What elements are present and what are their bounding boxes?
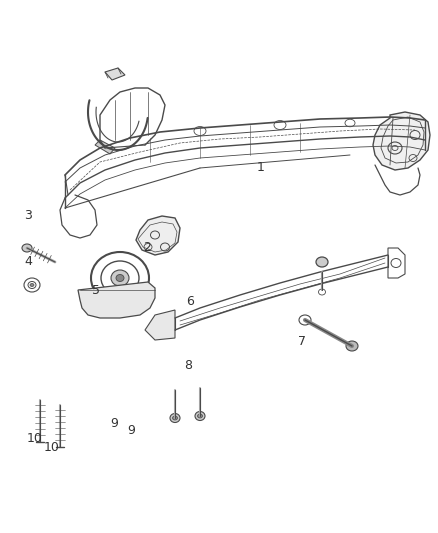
Ellipse shape [170, 414, 180, 423]
Ellipse shape [111, 270, 129, 286]
Polygon shape [78, 282, 155, 318]
Text: 6: 6 [187, 295, 194, 308]
Ellipse shape [198, 414, 202, 418]
Text: 10: 10 [26, 432, 42, 445]
Text: 9: 9 [127, 424, 135, 437]
Text: 8: 8 [184, 359, 192, 372]
Text: 5: 5 [92, 284, 100, 297]
Ellipse shape [346, 341, 358, 351]
Polygon shape [136, 216, 180, 255]
Ellipse shape [30, 284, 34, 287]
Polygon shape [373, 112, 430, 170]
Text: 1: 1 [257, 161, 265, 174]
Polygon shape [95, 140, 115, 154]
Polygon shape [105, 68, 125, 80]
Text: 4: 4 [25, 255, 32, 268]
Polygon shape [145, 310, 175, 340]
Ellipse shape [173, 416, 177, 420]
Ellipse shape [116, 274, 124, 281]
Ellipse shape [22, 244, 32, 252]
Ellipse shape [316, 257, 328, 267]
Text: 7: 7 [298, 335, 306, 348]
Text: 3: 3 [25, 209, 32, 222]
Text: 10: 10 [44, 441, 60, 454]
Ellipse shape [195, 411, 205, 421]
Text: 2: 2 [143, 241, 151, 254]
Text: 9: 9 [110, 417, 118, 430]
